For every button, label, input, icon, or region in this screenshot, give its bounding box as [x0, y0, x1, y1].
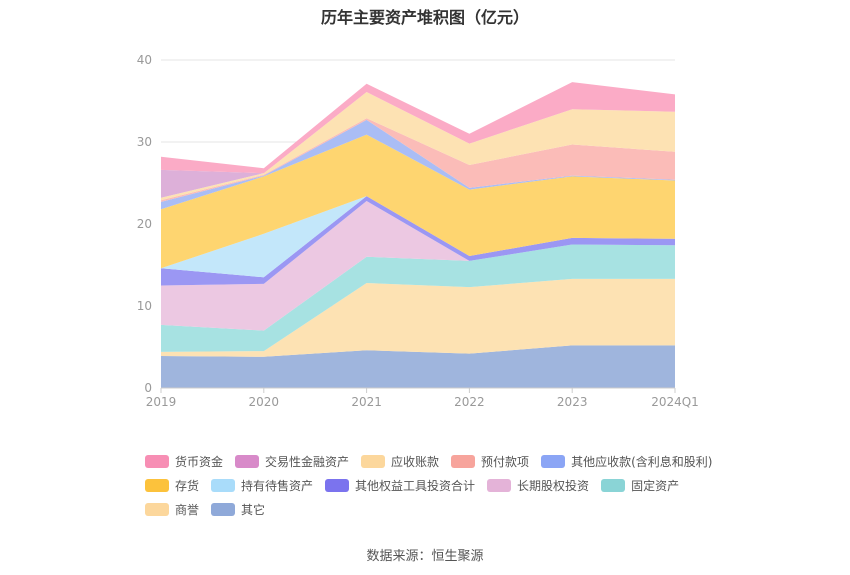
legend-swatch	[145, 454, 169, 468]
legend-label: 交易性金融资产	[265, 454, 350, 469]
legend-item[interactable]: 存货	[145, 477, 199, 494]
legend-label: 其它	[241, 502, 266, 517]
x-tick-label: 2022	[454, 395, 485, 409]
legend-label: 固定资产	[631, 478, 680, 493]
x-tick-label: 2019	[146, 395, 177, 409]
legend-item[interactable]: 交易性金融资产	[235, 453, 349, 470]
legend-row-2: 存货 持有待售资产 其他权益工具投资合计 长期股权投资 固定资产	[145, 473, 745, 497]
area-series-持有待售资产[interactable]: 持有待售资产	[161, 196, 675, 278]
area-series-长期股权投资[interactable]: 长期股权投资	[161, 201, 675, 331]
x-tick-label: 2024Q1	[651, 395, 699, 409]
legend-swatch	[451, 454, 476, 468]
legend-label: 长期股权投资	[517, 478, 590, 493]
area-series-预付款项[interactable]: 预付款项	[161, 118, 675, 202]
legend-label: 其他应收款(含利息和股利)	[571, 454, 713, 469]
area-series-商誉[interactable]: 商誉	[161, 278, 675, 357]
y-tick-label: 10	[137, 299, 152, 313]
legend-swatch	[145, 478, 169, 492]
area-series-其它[interactable]: 其它	[161, 345, 675, 388]
area-series-固定资产[interactable]: 固定资产	[161, 244, 675, 352]
legend-label: 货币资金	[175, 454, 224, 469]
legend-item[interactable]: 持有待售资产	[211, 477, 313, 494]
legend-label: 应收账款	[391, 454, 440, 469]
legend-swatch	[325, 478, 350, 492]
y-tick-label: 0	[144, 381, 152, 395]
legend-swatch	[211, 478, 236, 492]
x-tick-label: 2021	[351, 395, 382, 409]
legend-swatch	[235, 454, 260, 468]
legend-swatch	[601, 478, 626, 492]
y-tick-label: 30	[137, 135, 152, 149]
chart-legend: 货币资金 交易性金融资产 应收账款 预付款项 其他应收款(含利息和股利) 存货 …	[145, 449, 745, 521]
legend-label: 持有待售资产	[241, 478, 314, 493]
legend-swatch	[487, 478, 512, 492]
legend-item[interactable]: 其他权益工具投资合计	[325, 477, 475, 494]
y-tick-label: 40	[137, 53, 152, 67]
area-series-应收账款[interactable]: 应收账款	[161, 92, 675, 201]
legend-item[interactable]: 长期股权投资	[487, 477, 589, 494]
x-tick-label: 2023	[557, 395, 588, 409]
legend-label: 商誉	[175, 502, 200, 517]
legend-label: 其他权益工具投资合计	[355, 478, 476, 493]
legend-swatch	[541, 454, 566, 468]
x-tick-label: 2020	[249, 395, 280, 409]
axes: 0 10 20 30 40 2019 2020 2021 2022 2023 2024Q1	[137, 53, 699, 409]
area-series-存货[interactable]: 存货	[161, 134, 675, 269]
legend-item[interactable]: 商誉	[145, 501, 199, 518]
area-series-其他权益工具投资合计[interactable]: 其他权益工具投资合计	[161, 196, 675, 286]
area-series: 其它商誉固定资产长期股权投资其他权益工具投资合计持有待售资产存货其他应收款(含利…	[161, 82, 675, 388]
legend-row-3: 商誉 其它	[145, 497, 745, 521]
legend-item[interactable]: 预付款项	[451, 453, 529, 470]
legend-item[interactable]: 其他应收款(含利息和股利)	[541, 453, 712, 470]
legend-swatch	[361, 454, 386, 468]
legend-item[interactable]: 应收账款	[361, 453, 439, 470]
legend-swatch	[145, 502, 169, 516]
legend-label: 存货	[175, 478, 200, 493]
y-tick-label: 20	[137, 217, 152, 231]
legend-item[interactable]: 固定资产	[601, 477, 679, 494]
area-series-货币资金[interactable]: 货币资金	[161, 82, 675, 174]
legend-swatch	[211, 502, 236, 516]
legend-item[interactable]: 货币资金	[145, 453, 223, 470]
data-source-note: 数据来源：恒生聚源	[366, 549, 484, 564]
stacked-area-chart: 其它商誉固定资产长期股权投资其他权益工具投资合计持有待售资产存货其他应收款(含利…	[137, 53, 699, 409]
chart-title: 历年主要资产堆积图（亿元）	[320, 8, 529, 27]
legend-item[interactable]: 其它	[211, 501, 265, 518]
legend-label: 预付款项	[481, 454, 530, 469]
legend-row-1: 货币资金 交易性金融资产 应收账款 预付款项 其他应收款(含利息和股利)	[145, 449, 745, 473]
